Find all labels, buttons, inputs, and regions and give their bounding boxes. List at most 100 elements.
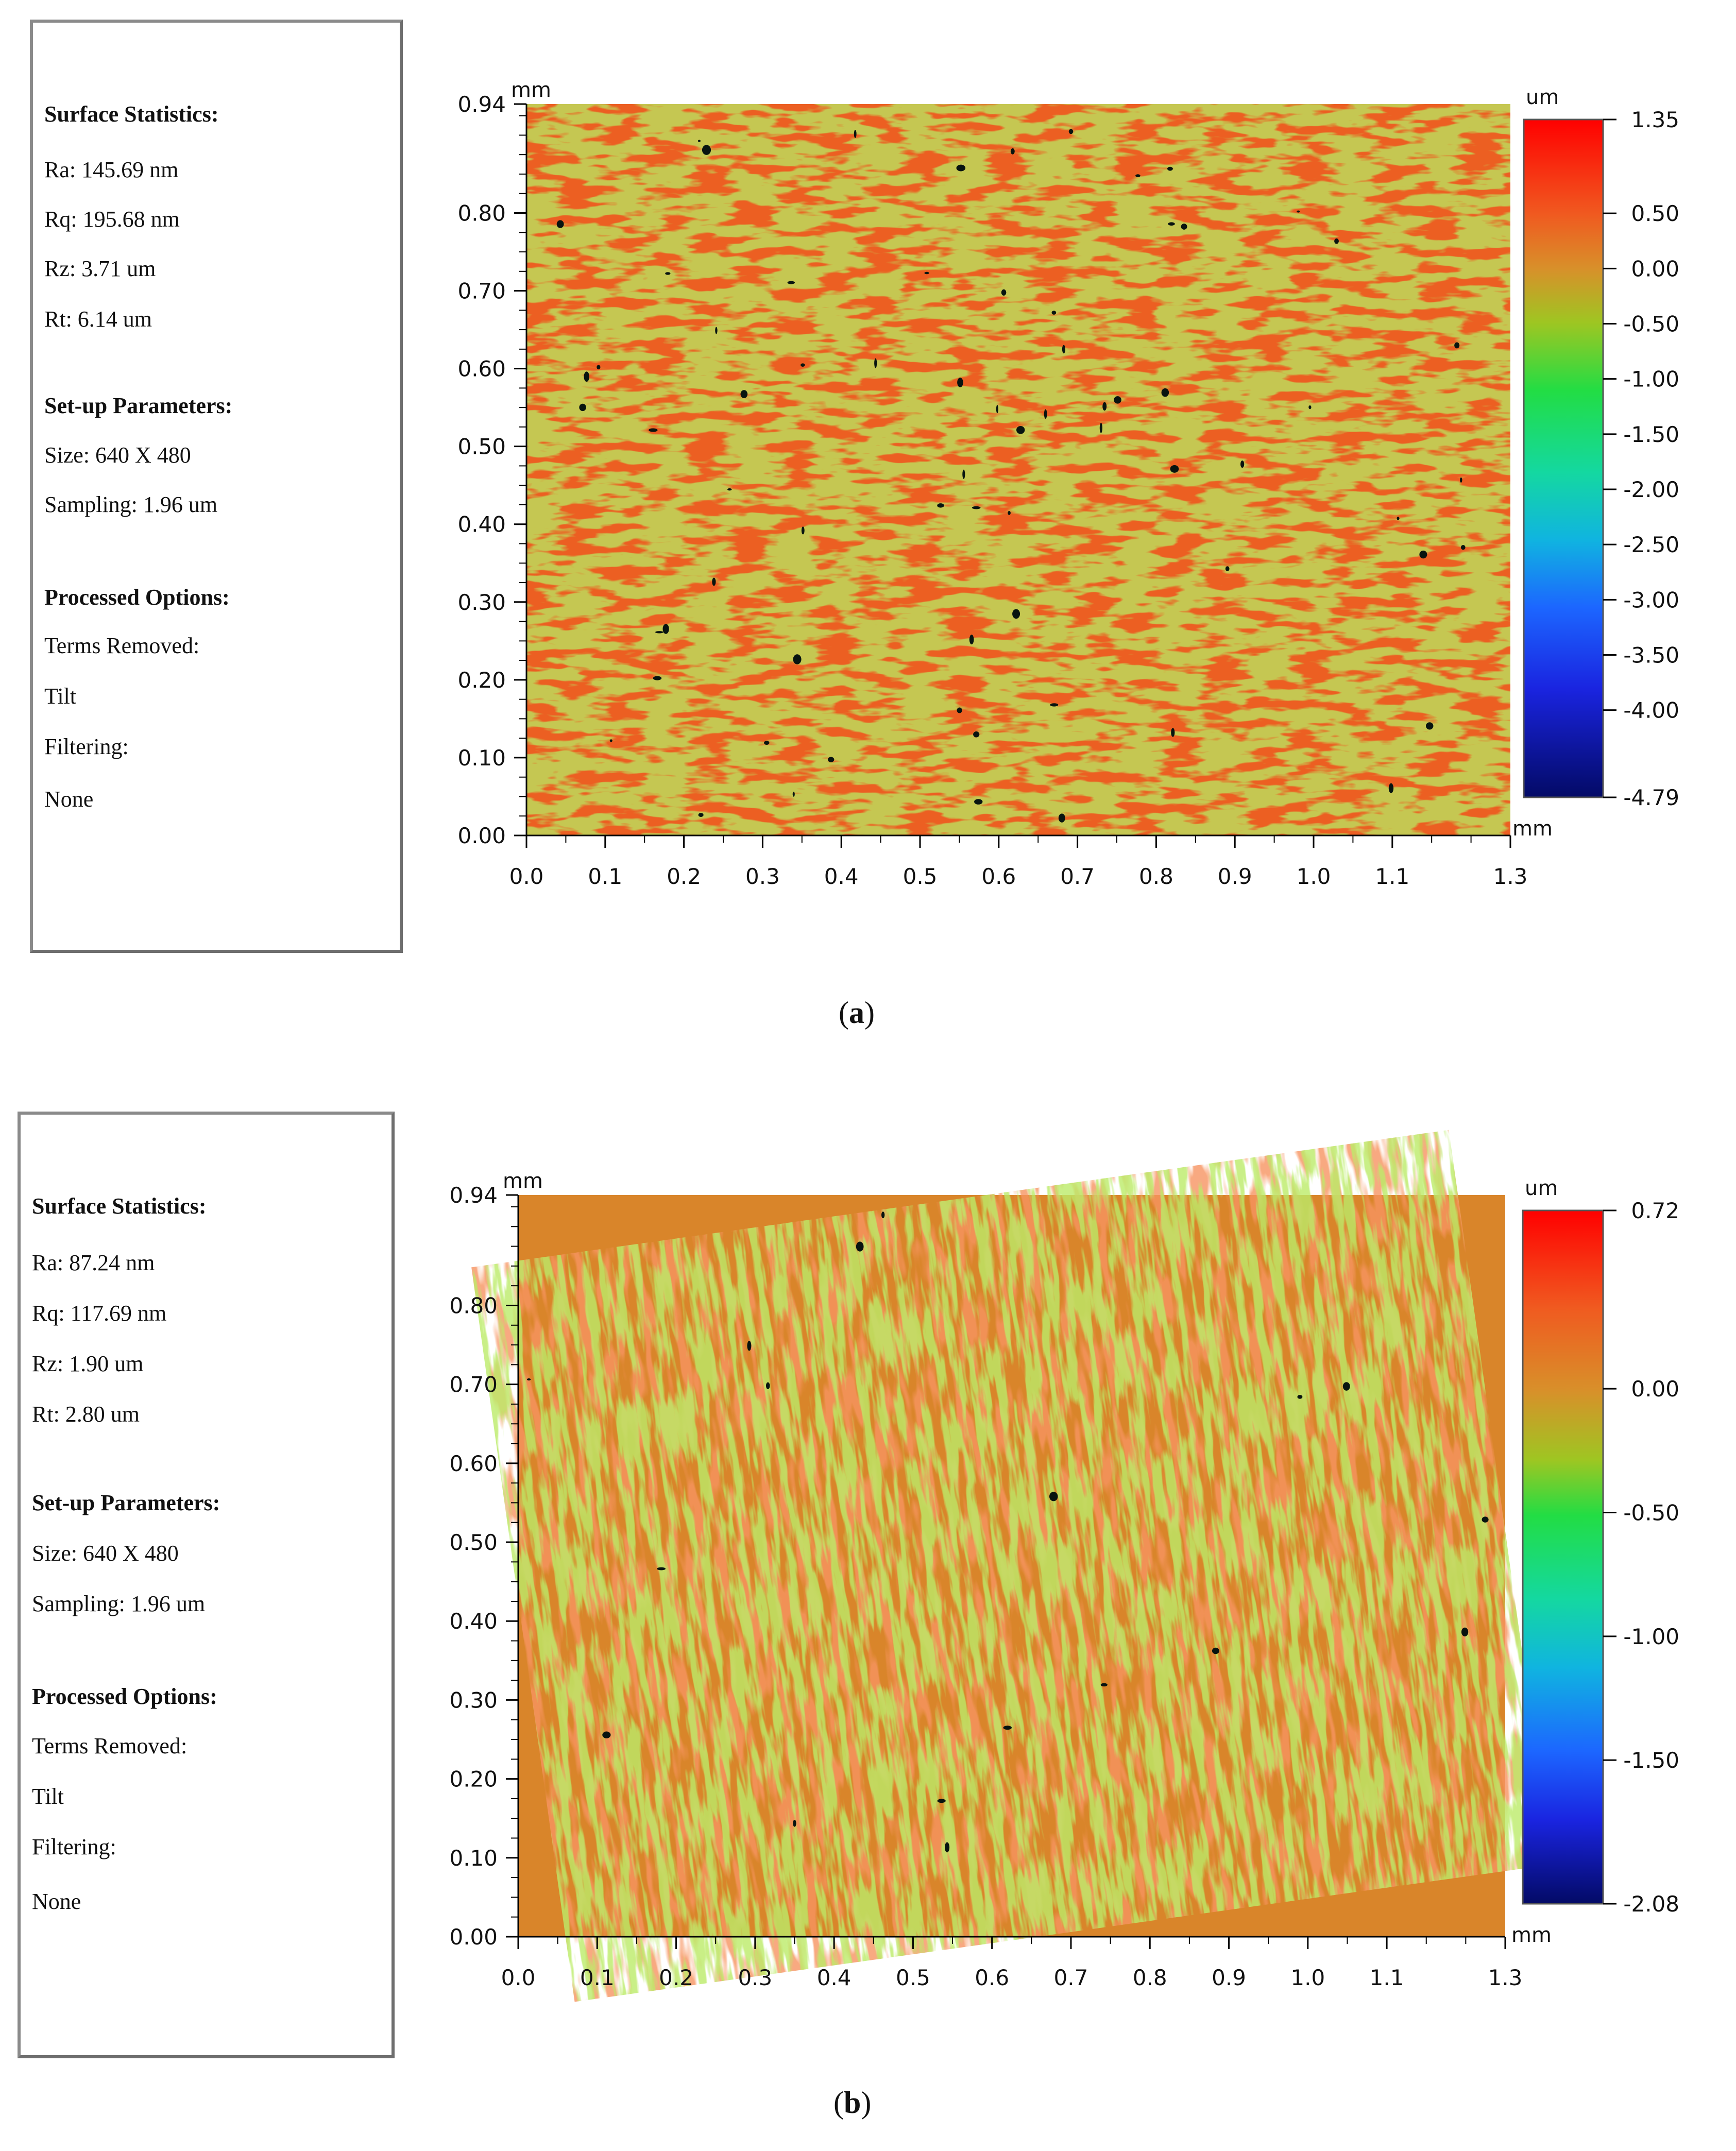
height-map-chart-b: 0.0 0.1 0.2 0.3 0.4 0.5 0.6 0.7 0.8 0.9 1.0 1.1 1.3 0…: [449, 1130, 1679, 2002]
y-tick-label: 0.70: [457, 279, 506, 304]
terms-removed-label: Terms Removed:: [44, 633, 200, 658]
surface-pit: [1050, 703, 1059, 707]
surface-pit: [827, 757, 835, 762]
caption-letter-b: b: [843, 2086, 861, 2120]
colorbar-tick-label: 0.00: [1631, 256, 1679, 281]
rz-value: Rz: 1.90 um: [32, 1351, 144, 1376]
y-tick-label: 0.50: [449, 1530, 498, 1555]
height-map-chart-a: 0.0 0.1 0.2 0.3 0.4 0.5 0.6 0.7 0.8 0.9 1.0 1.1 1.3 0…: [457, 78, 1679, 889]
y-tick-label: 0.70: [449, 1372, 498, 1397]
filtering-label: Filtering:: [44, 734, 129, 759]
surface-pit: [1240, 460, 1245, 468]
x-tick-label: 0.3: [745, 864, 780, 889]
surface-pit: [1297, 210, 1300, 213]
surface-texture-b-green: [471, 1130, 1552, 2002]
caption-letter-a: a: [848, 996, 864, 1030]
surface-pit: [715, 327, 718, 334]
y-tick-label: 0.80: [457, 200, 506, 226]
colorbar-tick-label: -0.50: [1623, 312, 1679, 337]
surface-pit: [957, 707, 962, 713]
surface-pit: [1342, 1382, 1350, 1391]
surface-pit: [1161, 388, 1169, 397]
terms-removed-label: Terms Removed:: [32, 1733, 188, 1759]
surface-pit: [924, 271, 929, 275]
rt-value: Rt: 6.14 um: [44, 306, 152, 332]
x-tick-label: 0.6: [981, 864, 1016, 889]
rq-value: Rq: 117.69 nm: [32, 1301, 167, 1326]
surface-texture-a: [526, 104, 1510, 835]
x-tick-label: 0.6: [975, 1965, 1009, 1990]
colorbar-a: [1523, 118, 1604, 798]
surface-pit: [602, 1731, 611, 1738]
rq-value: Rq: 195.68 nm: [44, 207, 180, 232]
surface-pit: [712, 577, 716, 586]
surface-pit: [969, 635, 974, 645]
colorbar-bottom-unit: mm: [1512, 817, 1553, 841]
x-tick-label: 1.3: [1488, 1965, 1523, 1990]
surface-statistics-heading: Surface Statistics:: [44, 101, 219, 127]
surface-pit: [937, 503, 944, 508]
surface-pit: [974, 799, 983, 805]
surface-pit: [1461, 1627, 1469, 1636]
surface-pit: [1099, 422, 1103, 433]
setup-parameters-heading: Set-up Parameters:: [44, 393, 233, 418]
surface-pit: [1102, 402, 1107, 411]
figure-b: Surface Statistics: Ra: 87.24 nm Rq: 117…: [0, 1092, 1736, 2151]
surface-pit: [1419, 550, 1427, 559]
surface-pit: [972, 506, 981, 509]
surface-pit: [793, 654, 802, 664]
surface-pit: [1012, 609, 1020, 619]
surface-pit: [973, 731, 980, 738]
surface-pit: [702, 145, 711, 155]
surface-pit: [962, 469, 965, 479]
x-tick-label: 0.1: [588, 864, 622, 889]
rt-value: Rt: 2.80 um: [32, 1402, 140, 1427]
surface-pit: [1181, 224, 1187, 230]
surface-pit: [526, 1378, 531, 1381]
y-tick-label: 0.94: [457, 92, 506, 117]
surface-pit: [763, 741, 770, 745]
y-tick-label: 0.10: [449, 1846, 498, 1871]
size-value: Size: 640 X 480: [32, 1541, 179, 1566]
colorbar-tick-label: -2.50: [1623, 532, 1679, 557]
y-tick-label: 0.30: [457, 590, 506, 615]
y-tick-label: 0.60: [457, 356, 506, 382]
size-value: Size: 640 X 480: [44, 442, 191, 468]
surface-pit: [1068, 129, 1074, 134]
x-tick-label: 0.7: [1060, 864, 1095, 889]
surface-pit: [1460, 477, 1462, 483]
surface-pit: [747, 1341, 752, 1351]
caption-a: (a): [839, 996, 875, 1030]
surface-pit: [597, 365, 601, 370]
rz-value: Rz: 3.71 um: [44, 256, 156, 281]
info-panel-a: Surface Statistics: Ra: 145.69 nm Rq: 19…: [30, 20, 403, 953]
x-tick-label: 0.3: [738, 1965, 772, 1990]
y-tick-label: 0.20: [457, 668, 506, 693]
surface-pit: [881, 1211, 885, 1219]
x-tick-label: 0.7: [1054, 1965, 1088, 1990]
filtering-label: Filtering:: [32, 1834, 116, 1859]
x-tick-label: 0.8: [1133, 1965, 1167, 1990]
surface-pit: [1425, 722, 1434, 730]
colorbar-tick-label: -2.00: [1623, 477, 1679, 502]
surface-statistics-heading: Surface Statistics:: [32, 1193, 207, 1219]
surface-pit: [697, 140, 701, 142]
x-tick-label: 0.2: [667, 864, 701, 889]
surface-pit: [655, 631, 663, 634]
x-tick-label: 1.3: [1493, 864, 1528, 889]
colorbar-tick-label: -4.00: [1623, 698, 1679, 723]
surface-pit: [856, 1241, 864, 1252]
surface-pit: [1114, 396, 1121, 404]
surface-pit: [609, 739, 612, 742]
x-tick-label: 0.4: [824, 864, 859, 889]
surface-pit: [698, 813, 704, 817]
setup-parameters-heading: Set-up Parameters:: [32, 1490, 220, 1515]
filtering-value: None: [44, 787, 94, 812]
surface-pit: [1334, 238, 1339, 244]
colorbar-tick-label: -2.08: [1623, 1891, 1679, 1917]
x-tick-label: 0.2: [659, 1965, 693, 1990]
x-tick-label: 0.9: [1212, 1965, 1246, 1990]
y-tick-label: 0.50: [457, 434, 506, 459]
surface-pit: [1001, 289, 1007, 296]
surface-pit: [1010, 148, 1015, 155]
